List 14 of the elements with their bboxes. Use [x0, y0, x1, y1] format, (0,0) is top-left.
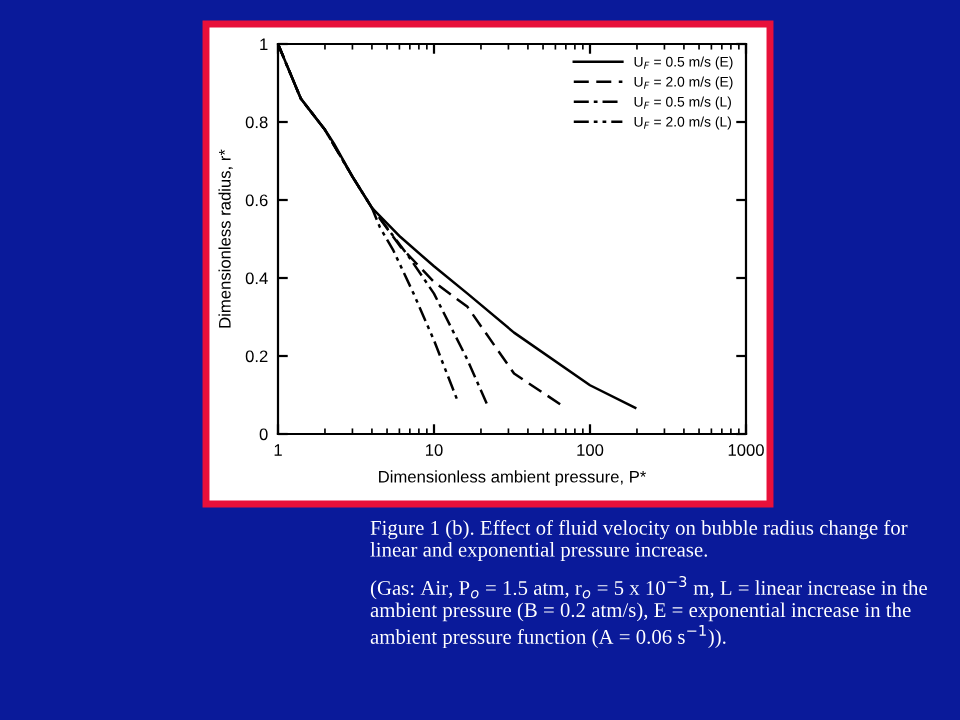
y-axis-title: Dimensionless radius, r* [218, 149, 233, 328]
x-tick-label: 1000 [728, 444, 764, 456]
x-tick-label: 100 [577, 444, 604, 456]
x-axis-title: Dimensionless ambient pressure, P* [379, 470, 647, 486]
x-tick-label: 1 [274, 444, 282, 456]
y-tick-label: 0.4 [245, 272, 268, 285]
caption: Figure 1 (b). Effect of fluid velocity on bubble radius change for linear and exponential pressure increase. [370, 520, 908, 561]
y-tick-label: 0.2 [245, 350, 268, 363]
y-tick-label: 1 [260, 38, 268, 51]
y-tick-label: 0.8 [245, 116, 268, 129]
text: (Gas: Air, P$_{o}$ = 1.5 atm, r$_{o}$ = 5 x 10$^{−3}$ m, L = linear increase in the ambient pressure (B = 0.2 atm/s), E = exponential increase in the ambient pressure function (A = 0.06 s$^{−1}$)). [370, 576, 927, 649]
y-tick-label: 0.6 [245, 194, 268, 207]
y-tick-label: 0 [259, 428, 268, 441]
x-tick-label: 10 [426, 444, 443, 456]
